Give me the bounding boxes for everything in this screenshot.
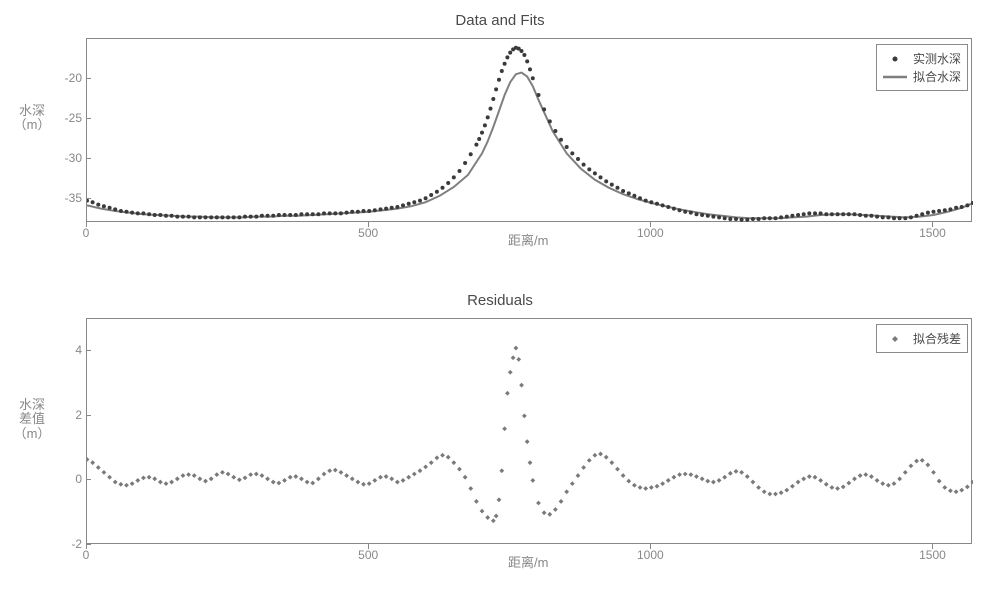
legend-label: 实测水深 xyxy=(913,50,961,67)
chart1-xtick-label: 500 xyxy=(350,226,386,240)
chart1-xlabel: 距离/m xyxy=(508,230,548,249)
chart1-legend: 实测水深拟合水深 xyxy=(876,44,968,91)
chart1-xtick-label: 0 xyxy=(68,226,104,240)
chart2-xlabel: 距离/m xyxy=(508,552,548,571)
chart2-ytick-label: 0 xyxy=(58,472,82,486)
legend-label: 拟合残差 xyxy=(913,330,961,347)
chart2-xtick-label: 1000 xyxy=(632,548,668,562)
chart1-ytick-label: -35 xyxy=(54,191,82,205)
chart2-xtick-label: 500 xyxy=(350,548,386,562)
chart2-ylabel-line2: 差值 xyxy=(8,412,56,426)
chart2-title: Residuals xyxy=(0,292,1000,309)
chart2-plot-area xyxy=(86,318,972,544)
chart1-plot-area xyxy=(86,38,972,222)
chart1-ylabel: 水深 （m） xyxy=(8,104,56,133)
chart2-ylabel-line1: 水深 xyxy=(8,398,56,412)
data-and-fits-panel: Data and Fits 水深 （m） 距离/m 实测水深拟合水深 -35 -3… xyxy=(0,8,1000,254)
chart1-ylabel-line1: 水深 xyxy=(8,104,56,118)
chart2-xtick-label: 0 xyxy=(68,548,104,562)
chart1-xtick-label: 1000 xyxy=(632,226,668,240)
chart1-ytick-label: -30 xyxy=(54,151,82,165)
legend-item: 拟合水深 xyxy=(883,68,961,85)
chart2-ylabel-line3: （m） xyxy=(8,427,56,441)
chart1-ytick-label: -20 xyxy=(54,71,82,85)
chart1-title: Data and Fits xyxy=(0,12,1000,29)
chart2-ytick-label: 2 xyxy=(58,408,82,422)
chart2-svg xyxy=(87,319,973,545)
legend-item: 实测水深 xyxy=(883,50,961,67)
chart2-legend: 拟合残差 xyxy=(876,324,968,353)
legend-item: 拟合残差 xyxy=(883,330,961,347)
chart1-ylabel-line2: （m） xyxy=(8,118,56,132)
residuals-panel: Residuals 水深 差值 （m） 距离/m 拟合残差 -202405001… xyxy=(0,288,1000,578)
chart1-ytick-label: -25 xyxy=(54,111,82,125)
chart2-ylabel: 水深 差值 （m） xyxy=(8,398,56,441)
chart1-svg xyxy=(87,39,973,223)
legend-label: 拟合水深 xyxy=(913,68,961,85)
chart2-xtick-label: 1500 xyxy=(914,548,950,562)
chart2-ytick-label: 4 xyxy=(58,343,82,357)
chart1-xtick-label: 1500 xyxy=(914,226,950,240)
